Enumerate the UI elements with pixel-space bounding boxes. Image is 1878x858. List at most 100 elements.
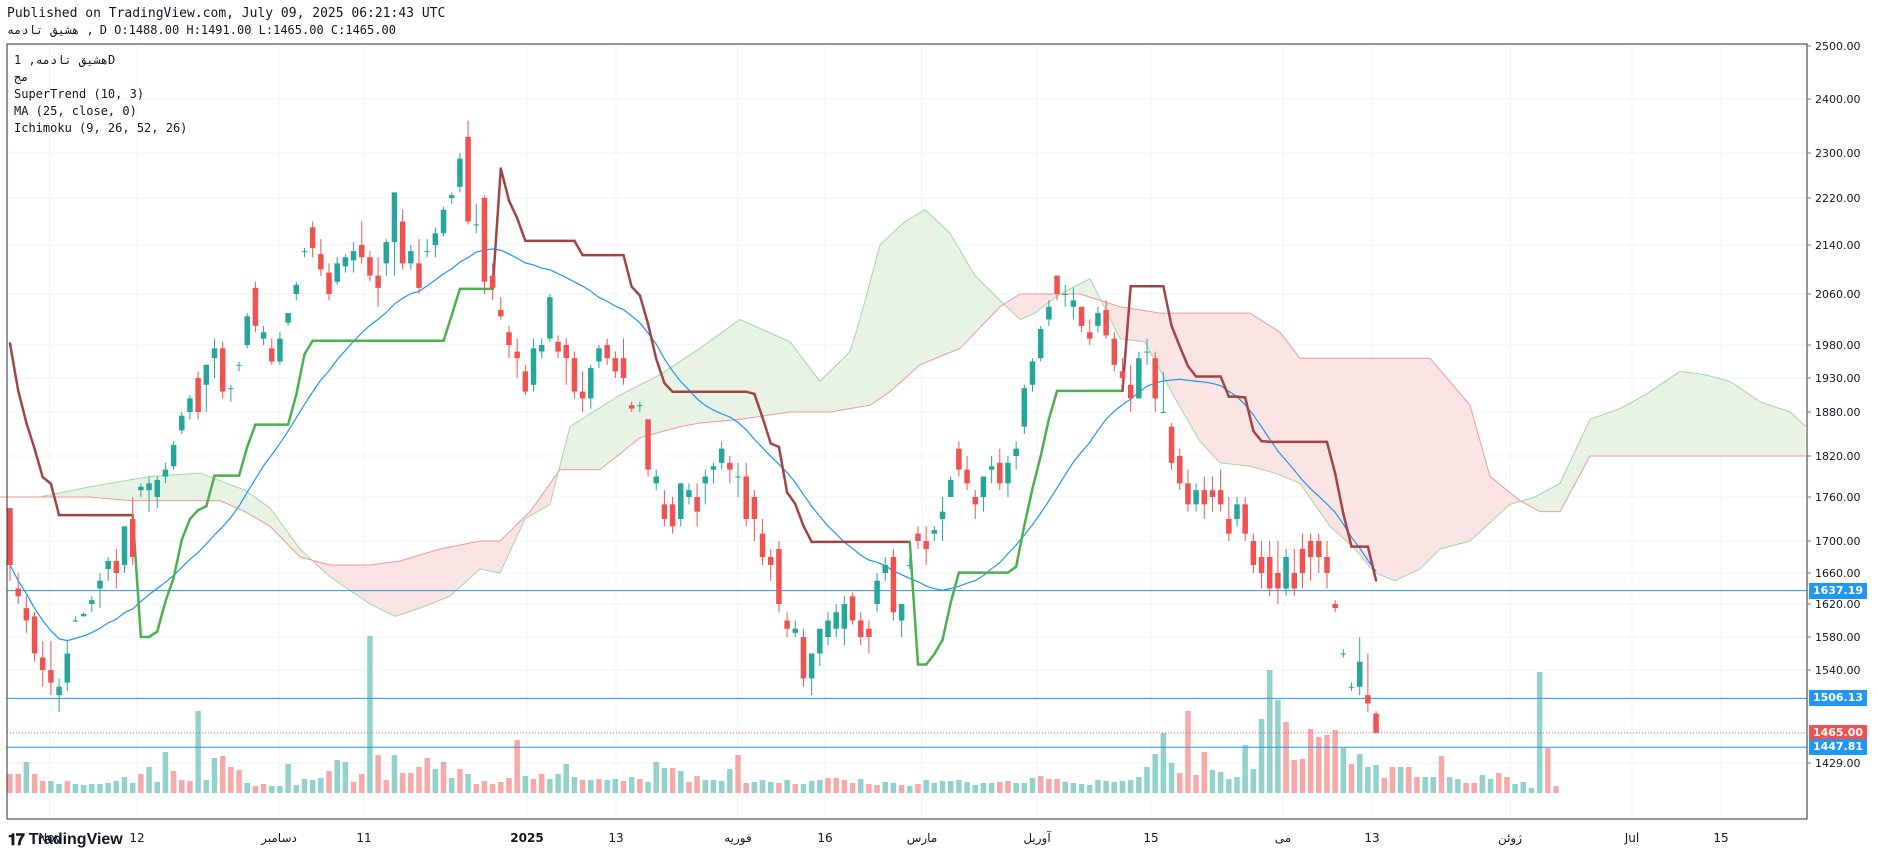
cloud-segment [1007,294,1058,319]
volume-bar [767,782,774,793]
volume-bar [1046,779,1052,793]
candle-body [179,415,185,431]
volume-bar [97,784,103,793]
candle [1340,649,1347,658]
volume-bar [1201,752,1208,793]
candle-body [277,338,283,362]
volume-bar [506,778,512,793]
time-tick-label: 16 [817,831,832,845]
published-note: Published on TradingView.com, July 09, 2… [7,6,446,21]
volume-bar [588,780,594,793]
supertrend-segment [196,504,208,512]
candle-body [522,371,529,392]
candle-body [23,608,30,621]
candle-body [1316,541,1322,557]
candle-body [538,345,545,352]
candle [440,206,447,237]
legend-ma[interactable]: MA (25, close, 0) [14,104,137,118]
candle [121,526,128,573]
candle [211,338,218,378]
chart-legend: هشیق تادمه, 1D مج SuperTrend (10, 3) MA … [14,52,187,137]
volume-bar [1013,783,1019,793]
supertrend-segment [1178,345,1190,368]
volume-bar [1021,783,1028,793]
volume-bar [1324,735,1330,793]
candle [285,313,291,326]
candle-body [309,227,316,249]
volume-bar [1479,775,1486,793]
supertrend-segment [16,389,28,424]
candle-body [1054,275,1060,294]
candle [1037,325,1044,362]
candle-body [1111,338,1118,365]
volume-bar [121,777,128,793]
candle-body [849,596,856,621]
price-tick-label: 1820.00 [1815,450,1861,463]
supertrend-segment [777,445,789,494]
moving-average [9,248,1377,642]
candle-body [1250,541,1257,565]
volume-bar [538,774,545,793]
candle [1005,456,1011,497]
candle-body [129,519,136,557]
volume-bar [866,784,872,793]
legend-supertrend[interactable]: SuperTrend (10, 3) [14,87,145,101]
candle-body [857,620,864,637]
volume-bar [1397,767,1404,793]
candle-body [669,504,676,527]
candle-body [358,245,365,258]
volume-bar [727,769,733,793]
candle [105,557,111,581]
volume-bar [498,782,504,793]
candle [269,338,275,365]
volume-bar [236,770,242,793]
volume-bar [947,781,954,793]
candle [506,325,512,359]
volume-bar [522,776,529,793]
candle-body [1299,549,1306,573]
horizontal-lines [7,590,1807,748]
volume-bar [1078,784,1085,793]
candle-body [767,557,774,565]
volume-bar [432,769,439,793]
candle [792,620,799,637]
price-label: 1465.00 [1809,724,1867,741]
candle-body [1005,462,1011,484]
volume-bar [1005,781,1011,793]
volume-bar [375,755,381,793]
volume-bar [596,779,602,793]
volume-bar [408,773,414,793]
supertrend-segment [785,491,797,506]
volume-bar [653,762,659,793]
candle-body [923,541,929,549]
price-label: 1506.13 [1809,690,1867,707]
candle-body [1144,351,1150,353]
time-tick-label: Nov [38,831,61,845]
price-tick-label: 1880.00 [1815,406,1861,419]
candle-body [678,483,684,519]
volume-bar [751,782,758,793]
candle [612,351,619,378]
candle [931,526,938,541]
candle [1348,682,1355,691]
candle-body [7,508,13,565]
candle [489,263,496,301]
candle [866,620,872,654]
candle-body [1217,490,1224,505]
volume-bar [1258,719,1265,793]
candle-body [195,378,201,412]
candle [1127,364,1134,412]
supertrend-segment [25,421,36,450]
legend-ichimoku[interactable]: Ichimoku (9, 26, 52, 26) [14,121,188,135]
volume-bar [350,782,357,793]
candle [350,242,357,273]
candle [1250,533,1257,573]
candle [833,604,839,637]
candle-body [596,348,602,362]
supertrend-segment [515,216,527,243]
volume-bar [309,780,316,793]
candle [195,371,201,420]
tradingview-footer[interactable]: 𝟏𝟕 TradingView [8,830,123,850]
candle-body [1226,519,1232,534]
